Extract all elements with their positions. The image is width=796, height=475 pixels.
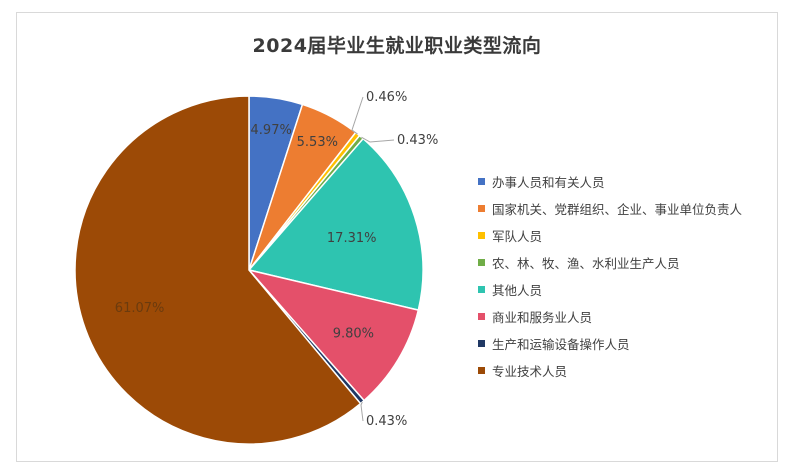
legend-label: 农、林、牧、渔、水利业生产人员	[492, 256, 680, 271]
pie-slice	[247, 137, 424, 311]
pie-slice	[74, 95, 362, 445]
legend-label: 专业技术人员	[492, 364, 568, 379]
legend-item: 专业技术人员	[478, 357, 742, 384]
data-label: 0.43%	[366, 414, 407, 429]
legend-item: 办事人员和有关人员	[478, 168, 742, 195]
data-label: 4.97%	[251, 123, 292, 138]
legend-label: 军队人员	[492, 229, 543, 244]
chart-legend: 办事人员和有关人员国家机关、党群组织、企业、事业单位负责人 军队人员农、林、牧、渔…	[478, 168, 742, 384]
legend-item: 生产和运输设备操作人员	[478, 330, 742, 357]
data-label: 0.43%	[397, 133, 438, 148]
legend-swatch	[478, 178, 485, 185]
data-label: 17.31%	[327, 231, 377, 246]
leader-line	[351, 96, 364, 135]
data-label: 0.46%	[366, 90, 407, 105]
legend-label: 商业和服务业人员	[492, 310, 593, 325]
pie-slice	[246, 268, 420, 402]
legend-label: 生产和运输设备操作人员	[492, 337, 630, 352]
legend-swatch	[478, 313, 485, 320]
legend-item: 国家机关、党群组织、企业、事业单位负责人	[478, 195, 742, 222]
legend-swatch	[478, 367, 485, 374]
data-label: 61.07%	[115, 301, 165, 316]
legend-item: 其他人员	[478, 276, 742, 303]
legend-label: 国家机关、党群组织、企业、事业单位负责人	[492, 202, 743, 217]
legend-item: 商业和服务业人员	[478, 303, 742, 330]
legend-item: 军队人员	[478, 222, 742, 249]
leader-line	[361, 136, 395, 143]
legend-swatch	[478, 259, 485, 266]
legend-swatch	[478, 340, 485, 347]
legend-label: 办事人员和有关人员	[492, 175, 605, 190]
data-label: 5.53%	[297, 135, 338, 150]
chart-title: 2024届毕业生就业职业类型流向	[252, 35, 542, 57]
legend-swatch	[478, 286, 485, 293]
legend-label: 其他人员	[492, 283, 543, 298]
data-label: 9.80%	[333, 327, 374, 342]
legend-swatch	[478, 205, 485, 212]
legend-swatch	[478, 232, 485, 239]
legend-item: 农、林、牧、渔、水利业生产人员	[478, 249, 742, 276]
leader-line	[360, 401, 364, 422]
